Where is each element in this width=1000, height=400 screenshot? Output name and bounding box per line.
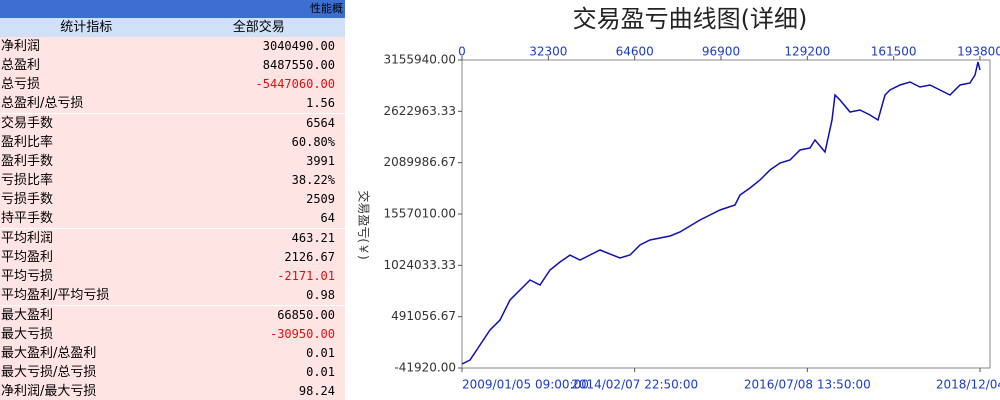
metric-value: 98.24	[298, 384, 335, 398]
x-tick-label: 96900	[702, 45, 740, 59]
table-row: 盈利比率 60.80%	[0, 133, 345, 152]
metric-label: 亏损手数	[1, 192, 54, 207]
y-tick-label: 1024033.33	[383, 258, 456, 272]
table-row: 净利润/最大亏损 98.24	[0, 382, 345, 400]
equity-line	[461, 61, 981, 365]
metric-value: -5447060.00	[255, 77, 335, 91]
header-cell: 统计指标	[60, 20, 113, 35]
table-row: 平均亏损 -2171.01	[0, 267, 345, 286]
metric-label: 盈利手数	[1, 154, 54, 169]
metric-value: 463.21	[291, 231, 335, 245]
metric-label: 平均利润	[1, 231, 54, 246]
table-row: 净利润 3040490.00	[0, 37, 345, 56]
metric-label: 总盈利	[1, 58, 41, 73]
metric-value: 2126.67	[284, 250, 335, 264]
table-row: 亏损比率 38.22%	[0, 171, 345, 190]
stats-panel: 性能概 统计指标 全部交易 净利润 3040490.00 总盈利 8487550.00…	[0, 0, 345, 400]
metric-label: 最大盈利	[1, 308, 54, 323]
metric-value: 60.80%	[291, 135, 335, 149]
chart-title: 交易盈亏曲线图(详细)	[573, 5, 808, 33]
metric-label: 最大亏损/总亏损	[1, 365, 97, 380]
metric-label: 总亏损	[1, 77, 41, 92]
table-row: 最大亏损 -30950.00	[0, 325, 345, 344]
table-row: 最大盈利/总盈利 0.01	[0, 344, 345, 363]
y-tick-label: 1557010.00	[383, 207, 456, 221]
metric-value: 6564	[306, 116, 335, 130]
metric-value: -30950.00	[269, 327, 335, 341]
metric-value: -2171.01	[277, 269, 335, 283]
x2-tick-label: 2014/02/07 22:50:00	[571, 378, 698, 392]
table-row: 总亏损 -5447060.00	[0, 75, 345, 94]
metric-value: 64	[320, 211, 335, 225]
x-tick-label: 64600	[616, 45, 654, 59]
metric-label: 最大亏损	[1, 327, 54, 342]
metric-label: 亏损比率	[1, 173, 54, 188]
chart: 交易盈亏曲线图(详细) -41920.00 491056.67 1024033.33…	[357, 5, 1000, 392]
y-tick-label: 2622963.33	[383, 104, 456, 118]
panel-tab[interactable]: 性能概	[0, 0, 345, 18]
table-row: 总盈利/总亏损 1.56	[0, 94, 345, 114]
metric-value: 0.98	[306, 288, 335, 302]
table-body: 净利润 3040490.00 总盈利 8487550.00 总亏损 -5447060.00…	[0, 37, 345, 400]
metric-label: 盈利比率	[1, 135, 54, 150]
table-row: 交易手数 6564	[0, 114, 345, 133]
y-axis-label: 交易盈亏(￥)	[357, 190, 372, 259]
y-tick-label: 2089986.67	[383, 155, 456, 169]
plot-frame	[461, 59, 991, 369]
x-tick-label: 0	[458, 45, 466, 59]
table-row: 平均盈利/平均亏损 0.98	[0, 286, 345, 306]
table-row: 最大盈利 66850.00	[0, 306, 345, 325]
table-row: 总盈利 8487550.00	[0, 56, 345, 75]
metric-value: 1.56	[306, 96, 335, 110]
table-header: 统计指标 全部交易	[0, 18, 345, 37]
table-row: 盈利手数 3991	[0, 152, 345, 171]
metric-value: 3991	[306, 154, 335, 168]
table-row: 亏损手数 2509	[0, 190, 345, 209]
metric-value: 66850.00	[277, 308, 335, 322]
x2-tick-label: 2009/01/05 09:00:00	[462, 378, 589, 392]
metric-value: 0.01	[306, 346, 335, 360]
metric-label: 交易手数	[1, 116, 54, 131]
y-tick-label: 491056.67	[391, 309, 456, 323]
y-tick-label: -41920.00	[394, 361, 456, 375]
x-tick-label: 32300	[529, 45, 567, 59]
metric-label: 平均盈利/平均亏损	[1, 288, 110, 303]
metric-label: 最大盈利/总盈利	[1, 346, 97, 361]
header-cell: 全部交易	[232, 20, 285, 35]
metric-label: 平均亏损	[1, 269, 54, 284]
metric-value: 2509	[306, 192, 335, 206]
table-row: 持平手数 64	[0, 209, 345, 229]
metric-value: 0.01	[306, 365, 335, 379]
x-tick-label: 129200	[784, 45, 830, 59]
metric-value: 8487550.00	[262, 58, 335, 72]
metric-label: 净利润/最大亏损	[1, 384, 97, 399]
metric-label: 平均盈利	[1, 250, 54, 265]
metric-label: 净利润	[1, 39, 41, 54]
metric-value: 3040490.00	[262, 39, 335, 53]
x2-tick-label: 2018/12/04 11	[936, 378, 1000, 392]
metric-value: 38.22%	[291, 173, 335, 187]
y-tick-label: 3155940.00	[383, 53, 456, 67]
x-tick-label: 193800	[957, 45, 1000, 59]
table-row: 最大亏损/总亏损 0.01	[0, 363, 345, 382]
x2-tick-label: 2016/07/08 13:50:00	[744, 378, 871, 392]
table-row: 平均盈利 2126.67	[0, 248, 345, 267]
x-tick-label: 161500	[871, 45, 917, 59]
metric-label: 总盈利/总亏损	[1, 96, 84, 111]
metric-label: 持平手数	[1, 211, 54, 226]
table-row: 平均利润 463.21	[0, 229, 345, 248]
